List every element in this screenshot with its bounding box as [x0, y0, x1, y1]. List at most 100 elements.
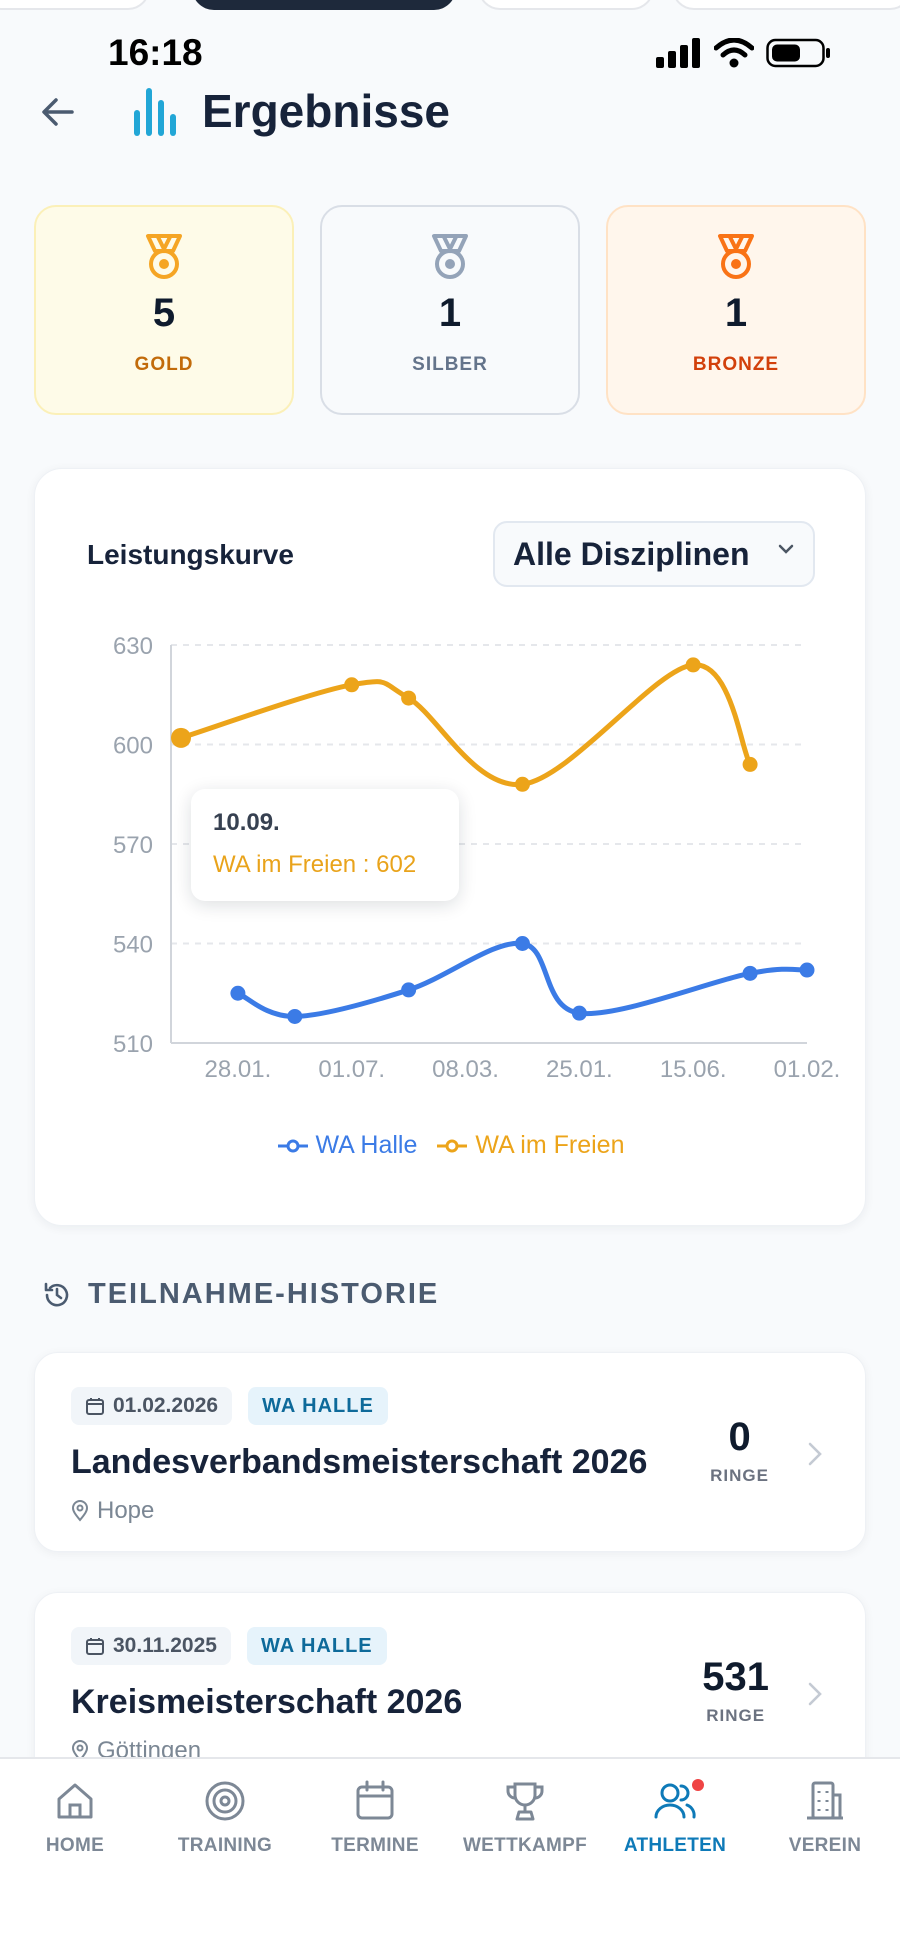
nav-label: VEREIN [788, 1835, 862, 1856]
date-chip: 30.11.2025 [71, 1627, 231, 1665]
score: 0 RINGE [710, 1415, 769, 1486]
y-tick-label: 600 [113, 733, 153, 760]
history-item[interactable]: 01.02.2026 WA HALLE Landesverbandsmeiste… [34, 1352, 866, 1552]
silver-medal-icon [432, 234, 468, 279]
chevron-right-icon [808, 1682, 822, 1706]
data-point [799, 962, 815, 978]
data-point [742, 756, 758, 772]
x-tick-label: 08.03. [432, 1056, 499, 1083]
home-icon [57, 1783, 93, 1819]
building-icon [807, 1781, 843, 1820]
y-tick-label: 540 [113, 932, 153, 959]
history-icon [44, 1282, 69, 1306]
calendar-icon [356, 1780, 394, 1820]
location-text: Hope [97, 1497, 155, 1524]
data-point [514, 776, 530, 792]
status-bar: 16:18 [0, 30, 900, 74]
y-tick-label: 570 [113, 832, 153, 859]
bronze-label: BRONZE [692, 354, 780, 375]
gold-medal-icon [146, 234, 182, 279]
arrow-left-icon [42, 98, 74, 126]
bronze-medal-icon [718, 234, 754, 279]
nav-label: TERMINE [331, 1835, 419, 1856]
bronze-count: 1 [724, 291, 748, 335]
legend-label: WA Halle [315, 1131, 418, 1159]
bottom-navigation: HOME TRAINING TERMINE WETTKAMPF [0, 1757, 900, 1947]
data-point [230, 985, 246, 1001]
silver-count: 1 [438, 291, 462, 335]
legend-item-wa-im-freien[interactable]: WA im Freien [437, 1131, 625, 1160]
trophy-icon [506, 1782, 544, 1821]
legend-label: WA im Freien [475, 1131, 625, 1159]
x-tick-label: 01.07. [318, 1056, 385, 1083]
data-point [571, 1005, 587, 1021]
nav-item-verein[interactable]: VEREIN [750, 1779, 900, 1857]
top-tab-pill-active [192, 0, 456, 10]
chevron-right-icon [808, 1442, 822, 1466]
gold-label: GOLD [134, 354, 194, 375]
page-header: Ergebnisse [0, 80, 900, 144]
gold-count: 5 [152, 291, 176, 335]
chevron-down-icon [778, 544, 794, 554]
medal-card-bronze: 1 BRONZE [606, 205, 866, 415]
legend-marker-icon [277, 1139, 308, 1152]
performance-chart-card: Leistungskurve Alle Disziplinen 630 600 57… [34, 468, 866, 1226]
event-name: Kreismeisterschaft 2026 [71, 1683, 463, 1721]
back-button[interactable] [32, 86, 84, 138]
nav-item-athleten[interactable]: ATHLETEN [600, 1779, 750, 1857]
users-icon [654, 1783, 696, 1819]
data-point [171, 727, 191, 748]
series-line [235, 940, 810, 1019]
data-point [514, 936, 530, 951]
medal-card-gold: 5 GOLD [34, 205, 294, 415]
x-tick-label: 25.01. [546, 1056, 613, 1083]
series-line [178, 662, 753, 787]
nav-label: WETTKAMPF [462, 1835, 588, 1856]
bar-chart-icon [134, 88, 176, 136]
x-tick-label: 15.06. [660, 1056, 727, 1083]
tooltip-value: WA im Freien : 602 [213, 851, 417, 878]
legend-item-wa-halle[interactable]: WA Halle [277, 1131, 418, 1160]
chart-legend: WA Halle WA im Freien [35, 1131, 867, 1160]
history-section-header: TEILNAHME-HISTORIE [42, 1278, 439, 1311]
performance-chart: 630 600 570 540 510 28.01. 01.07. 08.03. 25.01. 1… [113, 633, 841, 1083]
x-tick-label: 01.02. [774, 1056, 841, 1083]
wifi-icon [714, 38, 754, 68]
x-tick-label: 28.01. [205, 1056, 272, 1083]
history-date: 01.02.2026 [113, 1394, 219, 1417]
tooltip-date: 10.09. [213, 809, 280, 836]
top-tab-pill [672, 0, 900, 10]
y-tick-label: 510 [113, 1031, 153, 1058]
nav-item-home[interactable]: HOME [0, 1779, 150, 1857]
nav-label: TRAINING [177, 1835, 273, 1856]
target-icon [205, 1781, 245, 1821]
discipline-dropdown[interactable]: Alle Disziplinen [493, 521, 815, 587]
chart-title: Leistungskurve [87, 539, 294, 570]
score-value: 531 [702, 1655, 769, 1699]
top-tab-pill [0, 0, 150, 10]
medal-summary: 5 GOLD 1 SILBER 1 BRONZE [34, 205, 866, 415]
nav-item-training[interactable]: TRAINING [150, 1779, 300, 1857]
score-unit: RINGE [706, 1706, 766, 1725]
date-chip: 01.02.2026 [71, 1387, 233, 1425]
score-unit: RINGE [710, 1466, 769, 1485]
score-value: 0 [728, 1415, 751, 1459]
score: 531 RINGE [702, 1655, 769, 1726]
nav-label: ATHLETEN [623, 1835, 727, 1856]
history-date: 30.11.2025 [113, 1634, 217, 1657]
nav-label: HOME [45, 1835, 105, 1856]
notification-dot [692, 1779, 704, 1791]
data-point [401, 690, 417, 706]
section-title: TEILNAHME-HISTORIE [88, 1278, 440, 1310]
calendar-icon [86, 1638, 104, 1655]
nav-item-termine[interactable]: TERMINE [300, 1779, 450, 1857]
location-pin-icon [71, 1740, 89, 1762]
data-point [344, 677, 360, 693]
discipline-tag: WA HALLE [246, 1627, 387, 1665]
discipline-tag: WA HALLE [248, 1387, 388, 1425]
status-icons [656, 38, 832, 68]
medal-card-silver: 1 SILBER [320, 205, 580, 415]
event-name: Landesverbandsmeisterschaft 2026 [71, 1443, 648, 1481]
signal-icon [656, 38, 700, 68]
nav-item-wettkampf[interactable]: WETTKAMPF [450, 1779, 600, 1857]
